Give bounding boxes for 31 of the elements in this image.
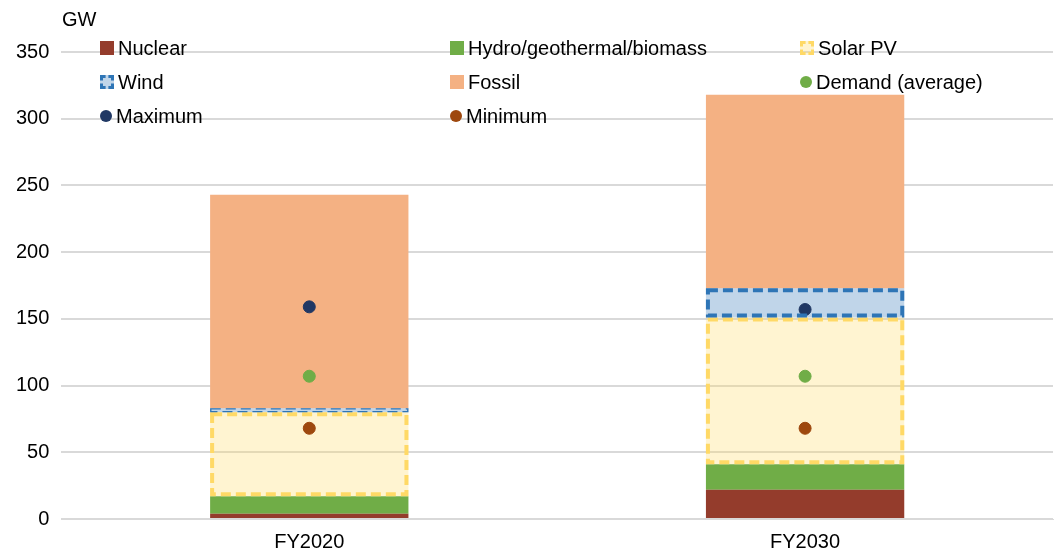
point — [798, 369, 812, 383]
y-tick-label: 50 — [27, 439, 50, 462]
y-tick-label: 0 — [38, 506, 50, 529]
bar — [210, 496, 409, 514]
bar — [705, 489, 905, 518]
legend-label: Solar PV — [818, 36, 897, 60]
legend-label: Maximum — [116, 104, 203, 128]
legend-label: Hydro/geothermal/biomass — [468, 36, 707, 60]
y-axis-title: GW — [62, 8, 97, 31]
x-tick-label: FY2030 — [770, 529, 841, 552]
bar — [210, 194, 409, 409]
y-tick-label: 100 — [15, 373, 50, 396]
point — [302, 369, 316, 383]
legend-label: Minimum — [466, 104, 548, 128]
x-tick-label: FY2020 — [274, 529, 345, 552]
y-tick-label: 200 — [15, 239, 50, 262]
legend-label: Demand (average) — [816, 70, 983, 94]
point — [302, 421, 316, 435]
y-tick-label: 250 — [15, 172, 50, 195]
legend-label: Nuclear — [118, 36, 187, 60]
y-tick-label: 150 — [15, 306, 50, 329]
bar — [705, 464, 905, 490]
point — [798, 303, 812, 317]
bar — [210, 513, 409, 518]
point — [798, 421, 812, 435]
bar — [705, 94, 905, 289]
y-tick-label: 300 — [15, 106, 50, 129]
legend-label: Wind — [118, 70, 164, 94]
legend-label: Fossil — [468, 70, 521, 94]
point — [302, 300, 316, 314]
y-tick-label: 350 — [15, 39, 50, 62]
